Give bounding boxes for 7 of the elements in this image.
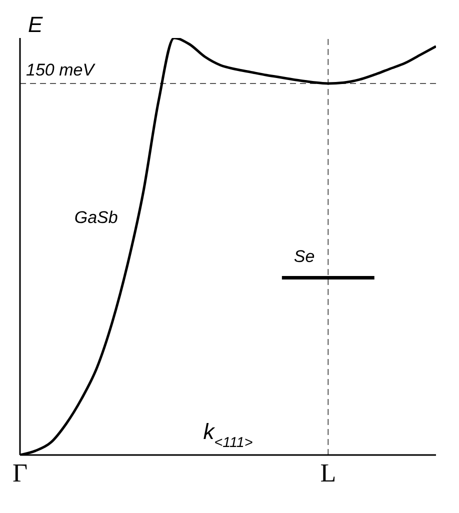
ref-line-label: 150 meV <box>26 60 96 80</box>
x-tick-label: Γ <box>12 458 28 488</box>
x-tick-label: L <box>320 458 336 488</box>
series-label: Se <box>294 246 315 266</box>
y-axis-title: E <box>28 12 43 37</box>
series-label: GaSb <box>74 208 118 228</box>
x-axis-title: k$_{<111>}$ <box>203 419 253 451</box>
